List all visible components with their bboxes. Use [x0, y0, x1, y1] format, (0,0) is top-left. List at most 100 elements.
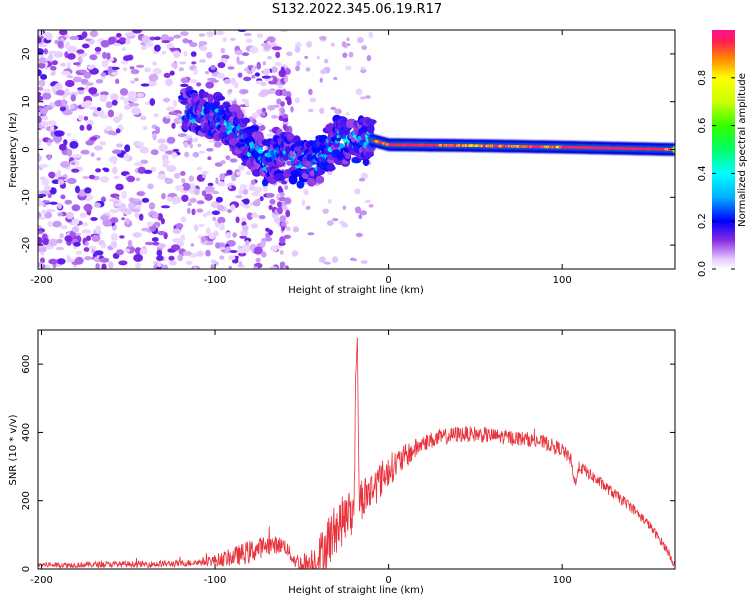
colorbar-tick-label: 0.6	[697, 118, 708, 134]
heatmap-cell	[158, 144, 168, 152]
heatmap-cell	[263, 186, 268, 192]
heatmap-cell	[130, 208, 141, 212]
heatmap-cell	[81, 229, 92, 234]
heatmap-cell	[359, 210, 367, 216]
spectrogram-x-ticks: -200 -100 0 100	[30, 30, 572, 286]
heatmap-cell	[272, 104, 280, 108]
heatmap-cell	[201, 170, 209, 175]
heatmap-cell	[193, 188, 200, 196]
heatmap-cell	[105, 101, 113, 109]
heatmap-cell	[121, 190, 127, 199]
heatmap-cell	[115, 78, 120, 85]
heatmap-cell	[184, 151, 190, 158]
heatmap-cell	[271, 66, 278, 73]
heatmap-cell	[123, 153, 130, 161]
heatmap-cell	[66, 75, 74, 79]
heatmap-cell	[267, 56, 273, 60]
snr-ylabel: SNR (10 * v/v)	[8, 414, 19, 485]
snr-y-ticks: 0 200 400 600	[21, 355, 675, 572]
heatmap-cell	[59, 30, 68, 36]
heatmap-cell	[223, 78, 231, 85]
heatmap-cell	[100, 214, 109, 221]
heatmap-cell	[217, 204, 225, 211]
heatmap-cell	[67, 177, 77, 184]
heatmap-cell	[96, 107, 102, 112]
heatmap-cell	[110, 217, 119, 224]
heatmap-cell	[308, 88, 313, 96]
heatmap-cell	[224, 247, 230, 252]
heatmap-cell	[269, 198, 276, 205]
heatmap-cell	[73, 62, 81, 66]
heatmap-cell	[285, 68, 290, 73]
heatmap-cell	[206, 51, 213, 59]
heatmap-cell	[253, 246, 263, 255]
colorbar-ticks: 0.0 0.2 0.4 0.6 0.8	[697, 70, 735, 277]
heatmap-cell	[277, 206, 283, 215]
heatmap-cell	[58, 143, 67, 151]
heatmap-cell	[207, 93, 214, 104]
heatmap-cell	[166, 165, 177, 172]
heatmap-cell	[344, 65, 352, 71]
heatmap-cell	[126, 175, 136, 183]
heatmap-cell	[95, 168, 102, 173]
heatmap-cell	[354, 188, 361, 195]
heatmap-cell	[60, 161, 70, 168]
heatmap-cell	[255, 257, 261, 263]
heatmap-cell	[245, 240, 250, 246]
heatmap-cell	[274, 217, 281, 224]
heatmap-cell	[152, 213, 159, 219]
heatmap-cell	[163, 72, 171, 78]
heatmap-cell	[107, 109, 115, 118]
heatmap-cell	[171, 152, 178, 159]
heatmap-cell	[40, 121, 50, 127]
heatmap-cell	[59, 106, 67, 112]
heatmap-cell	[207, 156, 212, 161]
heatmap-cell	[49, 201, 58, 205]
heatmap-cell	[149, 36, 156, 41]
heatmap-cell	[220, 160, 226, 165]
heatmap-cell	[82, 43, 90, 49]
heatmap-cell	[191, 118, 196, 124]
heatmap-cell	[260, 112, 266, 117]
heatmap-cell	[116, 249, 124, 256]
heatmap-cell	[89, 106, 97, 110]
heatmap-cell	[154, 36, 161, 41]
heatmap-cell	[241, 98, 247, 103]
heatmap-cell	[323, 67, 327, 74]
x-tick-label: 100	[553, 575, 572, 586]
heatmap-cell	[244, 67, 250, 72]
heatmap-cell	[204, 193, 213, 201]
heatmap-cell	[162, 97, 171, 103]
heatmap-cell	[332, 218, 339, 222]
heatmap-cell	[55, 246, 65, 251]
heatmap-cell	[95, 79, 104, 84]
heatmap-cell	[66, 61, 71, 70]
heatmap-cell	[250, 179, 256, 185]
heatmap-cell	[319, 107, 325, 114]
heatmap-cell	[279, 263, 284, 269]
heatmap-band-edge	[374, 135, 674, 145]
heatmap-cell	[137, 166, 146, 174]
heatmap-cell	[228, 255, 236, 261]
heatmap-cell	[112, 166, 118, 175]
heatmap-cell	[295, 65, 300, 72]
heatmap-cell	[144, 241, 155, 246]
heatmap-cell	[356, 37, 364, 44]
heatmap-cell	[318, 256, 326, 263]
heatmap-cell	[181, 178, 186, 184]
heatmap-cell	[237, 252, 247, 257]
heatmap-cell	[214, 162, 223, 167]
heatmap-cell	[62, 110, 73, 116]
snr-panel: -200 -100 0 100 0 200 400 600 Height of straig…	[8, 329, 676, 596]
heatmap-cell	[278, 196, 286, 202]
heatmap-cell	[65, 41, 70, 50]
heatmap-cell	[173, 50, 181, 59]
heatmap-cell	[122, 67, 128, 72]
heatmap-cell	[333, 76, 338, 81]
heatmap-cell	[243, 204, 250, 209]
y-tick-label: -20	[21, 237, 32, 253]
heatmap-cell	[196, 250, 204, 257]
heatmap-cell	[134, 262, 142, 269]
heatmap-cell	[100, 196, 106, 203]
